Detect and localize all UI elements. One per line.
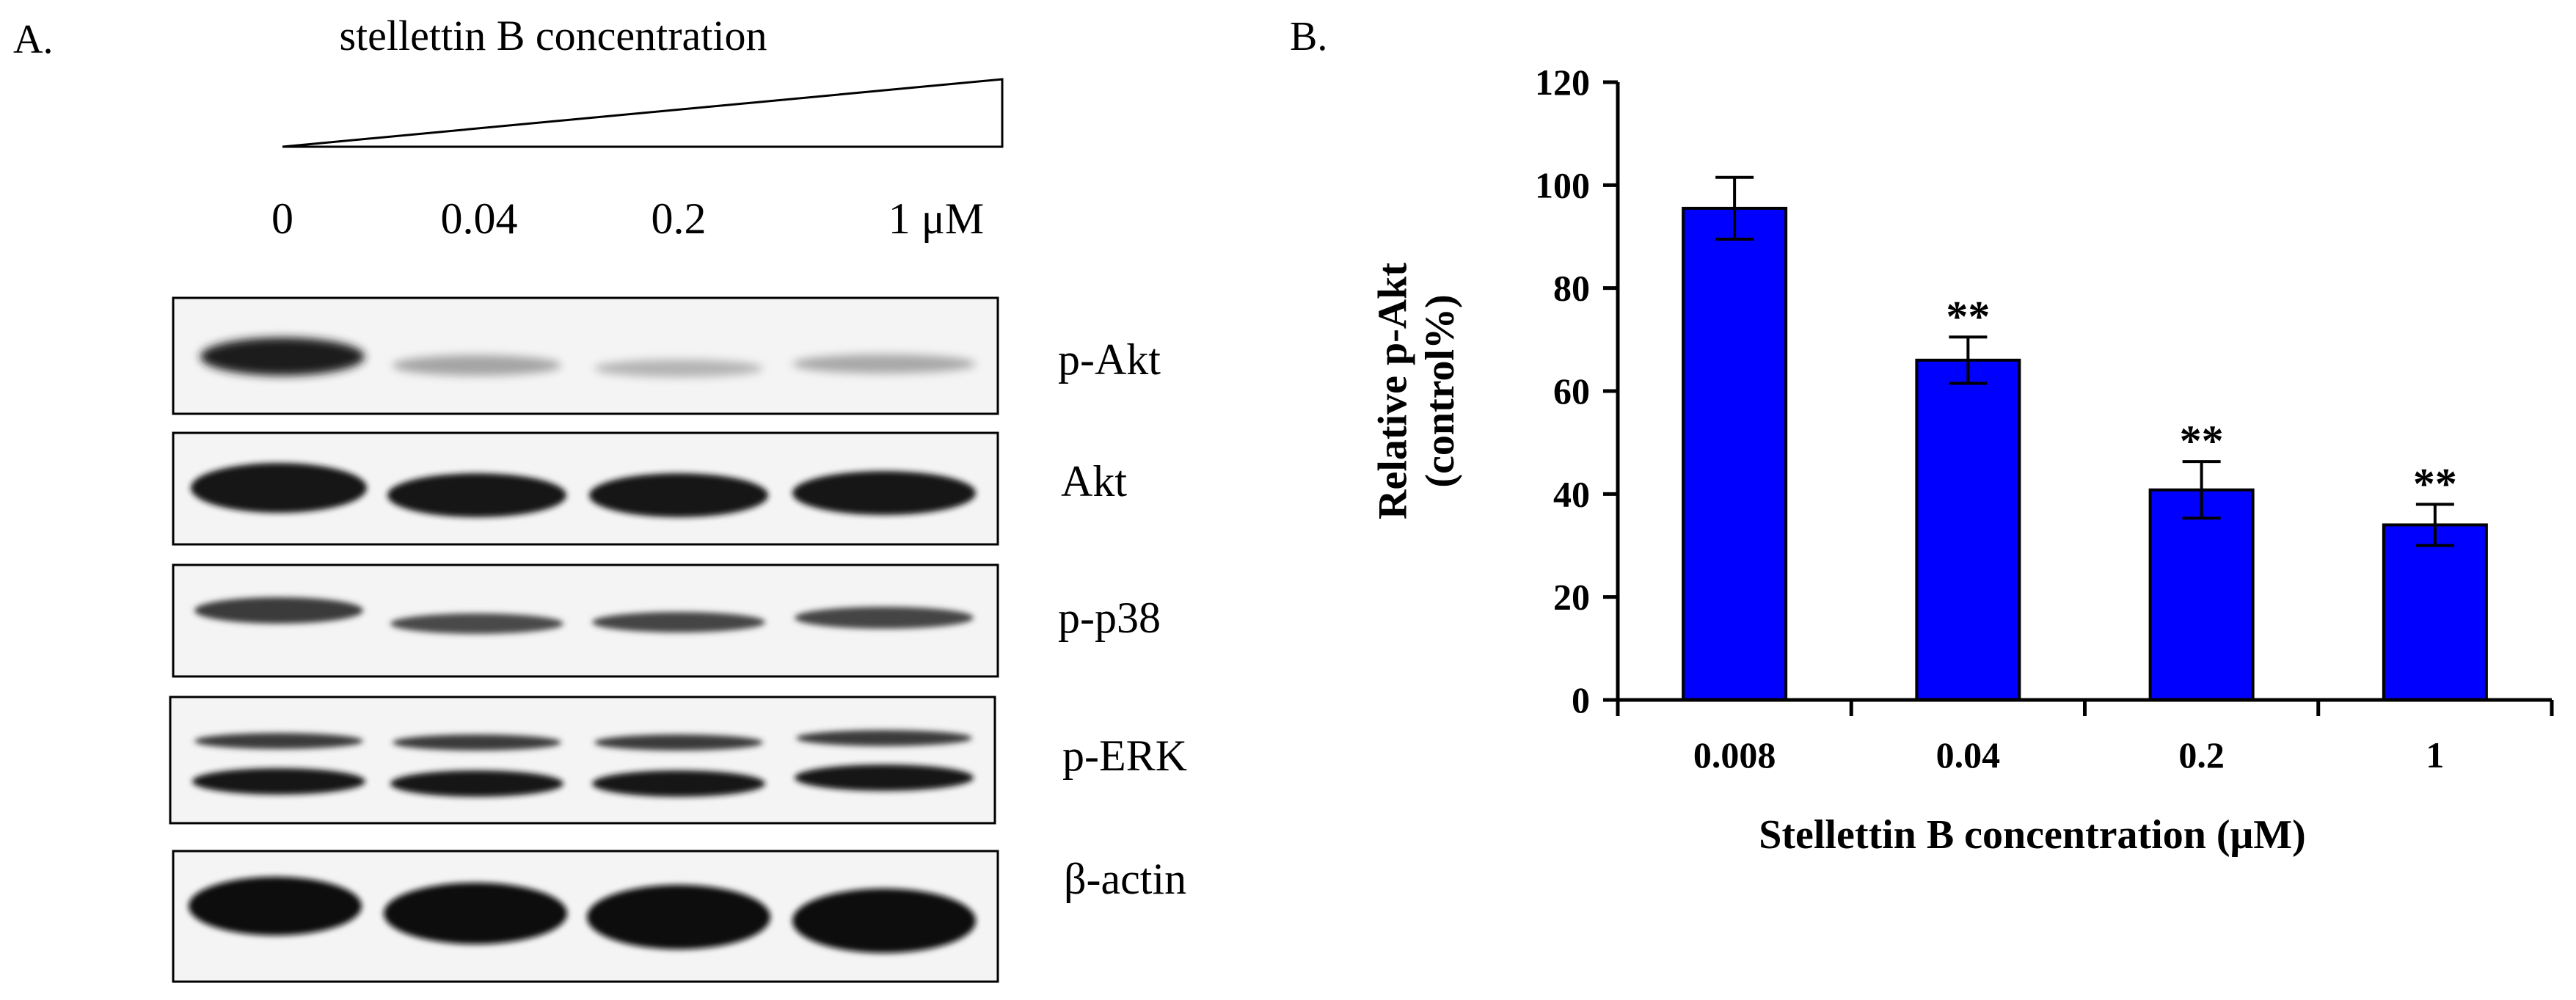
blot-band <box>594 360 763 377</box>
blot-p-p38: p-p38 <box>172 563 1161 678</box>
x-axis: 0.008 0.04 0.2 1 <box>1616 698 2554 775</box>
blot-band <box>594 734 763 751</box>
blot-akt: Akt <box>172 431 1127 546</box>
blot-band <box>795 764 974 791</box>
bar <box>1682 206 1788 701</box>
y-axis-title: Relative p-Akt(control%) <box>1371 263 1463 519</box>
blot-band <box>194 597 363 624</box>
panel-b: B. ** ** ** 0 20 40 60 80 100 120 0.008 0.04 0.2 1 … <box>1290 14 2554 858</box>
band-label-p-akt: p-Akt <box>1058 335 1161 384</box>
x-tick-label: 0.008 <box>1693 734 1776 775</box>
band-label-beta-actin: β-actin <box>1064 855 1186 903</box>
y-tick-label: 0 <box>1572 679 1590 720</box>
blot-band <box>592 770 765 797</box>
blot-band <box>393 355 561 376</box>
concentration-label: 0.04 <box>441 194 518 243</box>
significance-label: ** <box>2413 459 2457 508</box>
y-tick-label: 20 <box>1553 577 1590 618</box>
blot-band <box>592 612 765 632</box>
blot-band <box>792 888 976 953</box>
blot-band <box>194 733 363 749</box>
blot-band <box>200 337 365 376</box>
blot-band <box>390 613 563 634</box>
blot-band <box>792 354 976 373</box>
y-tick-label: 120 <box>1535 62 1590 103</box>
y-tick-label: 40 <box>1553 473 1590 514</box>
band-label-p-p38: p-p38 <box>1058 594 1161 642</box>
y-tick-label: 100 <box>1535 164 1590 205</box>
significance-label: ** <box>1946 292 1990 340</box>
significance-label: ** <box>2180 417 2224 465</box>
x-tick-label: 0.04 <box>1936 734 2001 775</box>
y-axis-title-line: Relative p-Akt <box>1371 263 1416 519</box>
x-axis-title: Stellettin B concentration (μM) <box>1759 812 2306 858</box>
blot-band <box>390 770 563 797</box>
y-tick-label: 60 <box>1553 371 1590 412</box>
blot-beta-actin: β-actin <box>172 850 1186 983</box>
bar <box>2382 523 2488 702</box>
blot-band <box>393 734 561 751</box>
bar <box>1915 358 2021 701</box>
panel-a-label: A. <box>13 17 53 62</box>
bar-chart: ** ** ** 0 20 40 60 80 100 120 0.008 0.04 0.2 1 Rel… <box>1371 62 2554 858</box>
concentration-label: 1 μM <box>889 194 985 243</box>
blot-band <box>192 768 365 795</box>
concentration-label: 0.2 <box>652 194 707 243</box>
panel-a: A. stellettin B concentration 0 0.04 0.2… <box>13 12 1187 983</box>
concentration-title: stellettin B concentration <box>339 12 767 59</box>
blot-frame <box>169 696 996 825</box>
significance-labels: ** ** ** <box>1946 292 2457 508</box>
band-label-p-erk: p-ERK <box>1062 731 1187 780</box>
blot-band <box>589 473 768 517</box>
error-bars <box>1715 175 2454 547</box>
panel-b-label: B. <box>1290 14 1327 59</box>
blot-band <box>384 883 567 944</box>
blot-p-akt: p-Akt <box>172 296 1161 415</box>
bar <box>2148 488 2255 701</box>
y-axis-title-line: (control%) <box>1417 294 1463 487</box>
blot-band <box>191 463 367 513</box>
band-label-akt: Akt <box>1061 457 1127 506</box>
blot-band <box>189 877 362 935</box>
y-tick-label: 80 <box>1553 268 1590 309</box>
y-axis: 0 20 40 60 80 100 120 <box>1535 62 1620 720</box>
x-tick-label: 0.2 <box>2178 734 2225 775</box>
blot-band <box>792 471 976 515</box>
x-tick-label: 1 <box>2426 734 2444 775</box>
blot-band <box>387 473 566 517</box>
concentration-wedge <box>282 78 1004 148</box>
blot-p-erk: p-ERK <box>169 696 1187 825</box>
concentration-label: 0 <box>271 194 293 243</box>
blot-band <box>587 885 770 949</box>
bars <box>1682 206 2488 702</box>
blot-band <box>796 730 972 746</box>
blot-band <box>795 607 974 629</box>
